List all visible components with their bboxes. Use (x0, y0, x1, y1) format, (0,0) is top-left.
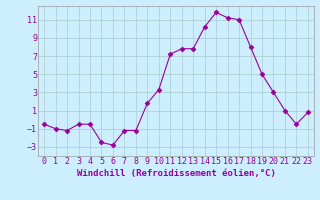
X-axis label: Windchill (Refroidissement éolien,°C): Windchill (Refroidissement éolien,°C) (76, 169, 276, 178)
